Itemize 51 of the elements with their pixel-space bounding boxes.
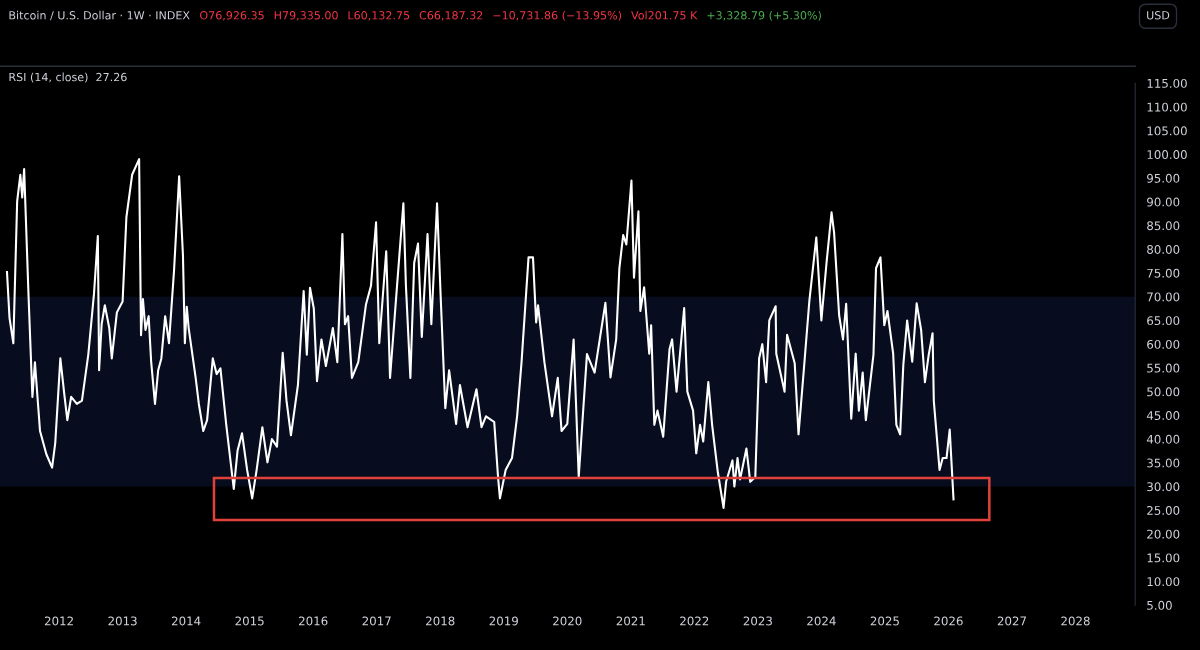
x-tick-label: 2017: [362, 616, 391, 626]
x-tick-label: 2018: [426, 616, 455, 626]
y-tick-label: 115.00: [1147, 78, 1187, 88]
text: C66,187.32: [419, 11, 483, 21]
y-tick-label: 95.00: [1147, 173, 1180, 183]
x-tick-label: 2012: [44, 616, 73, 626]
text: Vol201.75 K: [631, 10, 698, 20]
y-tick-label: 50.00: [1147, 387, 1180, 397]
y-tick-label: 105.00: [1147, 126, 1187, 136]
text: USD: [1147, 11, 1170, 20]
x-tick-label: 2023: [743, 616, 772, 626]
line-series: [5, 158, 955, 509]
x-tick-label: 2020: [553, 616, 582, 626]
y-tick-label: 45.00: [1146, 411, 1180, 420]
x-tick-label: 2027: [997, 616, 1026, 626]
x-tick-label: 2013: [108, 616, 137, 626]
text: L60,132.75: [348, 11, 410, 21]
x-tick-label: 2026: [934, 616, 963, 626]
y-tick-label: 85.00: [1147, 221, 1180, 231]
y-tick-label: 100.00: [1147, 150, 1187, 160]
x-tick-label: 2014: [171, 616, 201, 626]
text: +3,328.79 (+5.30%): [707, 10, 821, 21]
y-tick-label: 75.00: [1147, 268, 1180, 278]
x-tick-label: 2015: [235, 616, 264, 626]
y-tick-label: 30.00: [1147, 482, 1180, 492]
x-tick-label: 2021: [616, 616, 645, 626]
y-tick-label: 5.00: [1147, 600, 1172, 610]
y-tick-label: 10.00: [1147, 577, 1180, 587]
chart-subtitle: RSI (14, close) 27.26: [9, 72, 127, 83]
x-tick-label: 2028: [1061, 616, 1090, 626]
x-tick-label: 2022: [680, 616, 709, 626]
x-tick-label: 2019: [489, 616, 518, 626]
chart-title: Bitcoin / U.S. Dollar · 1W · INDEX: [9, 10, 190, 21]
y-tick-label: 55.00: [1147, 363, 1180, 373]
y-tick-label: 15.00: [1147, 553, 1180, 563]
text: −10,731.86 (−13.95%): [493, 10, 622, 21]
y-tick-label: 40.00: [1146, 434, 1180, 444]
y-tick-label: 25.00: [1147, 505, 1180, 515]
x-tick-label: 2025: [870, 616, 899, 626]
y-tick-label: 65.00: [1147, 316, 1180, 326]
y-tick-label: 60.00: [1147, 339, 1180, 349]
y-tick-label: 110.00: [1147, 102, 1187, 112]
x-tick-label: 2016: [299, 616, 328, 626]
y-tick-label: 70.00: [1147, 292, 1180, 302]
y-tick-label: 20.00: [1147, 529, 1180, 539]
text: H79,335.00: [274, 11, 338, 21]
text: O76,926.35: [200, 11, 264, 21]
x-tick-label: 2024: [807, 616, 836, 626]
y-tick-label: 35.00: [1147, 458, 1180, 468]
y-tick-label: 90.00: [1147, 197, 1180, 207]
y-tick-label: 80.00: [1147, 245, 1180, 254]
